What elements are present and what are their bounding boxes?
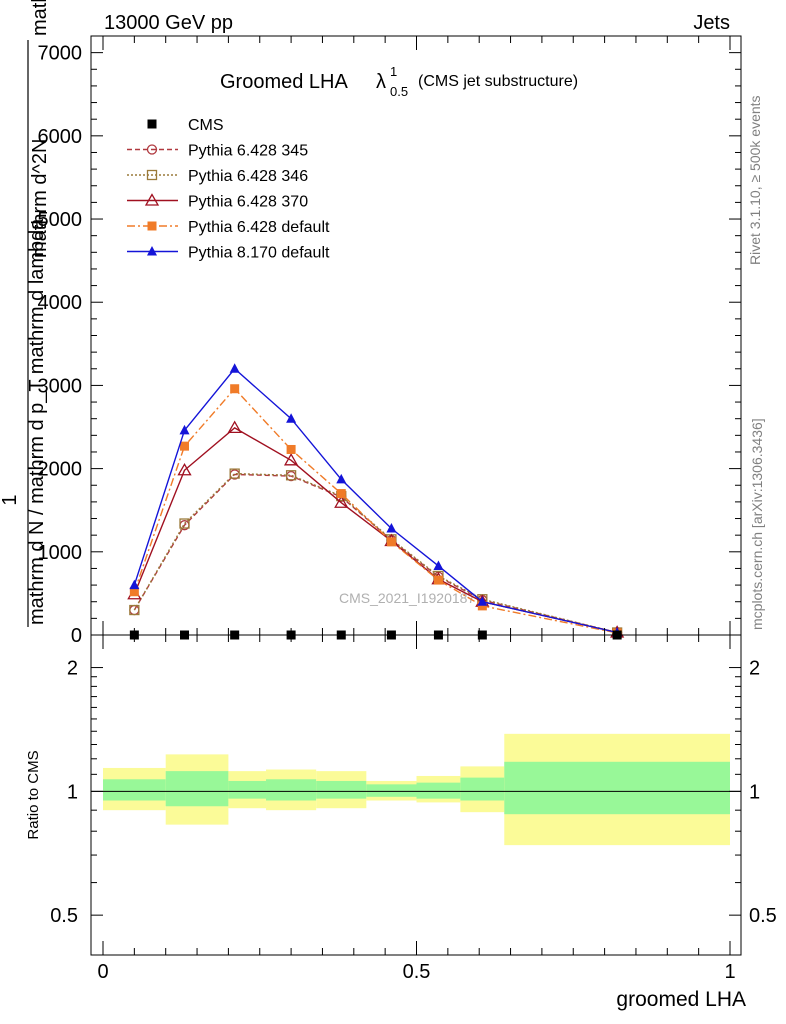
series-line-py345 <box>133 473 618 634</box>
ratio-band-inner <box>266 779 317 801</box>
point-py6def <box>230 384 240 394</box>
legend-entry-py345: Pythia 6.428 345 <box>127 143 308 160</box>
legend: CMS Pythia 6.428 345 Pythia 6.428 346 Pythi… <box>127 117 330 262</box>
legend-entry-data: CMS <box>147 117 224 134</box>
point-py346 <box>129 604 140 616</box>
point-py8def <box>477 596 488 606</box>
main-ytick-label: 3000 <box>38 375 83 397</box>
series-line-py346 <box>133 472 618 634</box>
legend-marker <box>147 221 157 231</box>
legend-label: Pythia 6.428 default <box>188 219 330 236</box>
xtick-label: 0 <box>97 961 108 983</box>
series-line-py370 <box>133 426 618 634</box>
ratio-band-inner <box>504 761 730 815</box>
point-py370 <box>334 495 349 508</box>
point-py8def <box>336 473 347 484</box>
main-ytick-label: 1000 <box>38 542 83 564</box>
point-py6def <box>386 537 396 547</box>
header-right: Jets <box>693 12 730 34</box>
main-ytick-label: 2000 <box>38 459 83 481</box>
point-py370 <box>177 462 192 476</box>
point-py346 <box>285 470 297 481</box>
rivet-label: Rivet 3.1.10, ≥ 500k events <box>747 95 763 265</box>
watermark: CMS_2021_I1920187 <box>339 590 475 606</box>
ratio-band-inner <box>460 777 505 801</box>
legend-entry-py346: Pythia 6.428 346 <box>127 168 308 185</box>
series-py345 <box>129 469 623 638</box>
point-py8def <box>129 579 140 590</box>
ticks <box>91 36 741 955</box>
series-layer <box>127 363 625 638</box>
legend-label: Pythia 6.428 346 <box>188 168 308 185</box>
legend-marker <box>147 246 157 256</box>
point-py6def <box>477 601 487 611</box>
ratio-band-inner <box>165 771 229 807</box>
point-py346 <box>179 518 190 529</box>
point-py8def <box>286 413 297 423</box>
legend-entry-py370: Pythia 6.428 370 <box>127 193 308 211</box>
header-left: 13000 GeV pp <box>104 12 233 34</box>
ratio-band-inner <box>416 782 461 799</box>
legend-marker <box>146 169 158 181</box>
plot-title: Groomed LHA λ 1 0.5 (CMS jet substructur… <box>220 64 578 99</box>
main-ytick-label: 7000 <box>38 43 83 65</box>
point-py370 <box>283 452 299 466</box>
point-py8def <box>386 523 397 533</box>
legend-label: Pythia 6.428 370 <box>188 194 308 211</box>
ratio-band-inner <box>316 780 367 799</box>
point-py6def <box>180 441 190 451</box>
ylabel-one: 1 <box>0 494 21 505</box>
ratio-ylabel: Ratio to CMS <box>25 750 42 839</box>
xtick-label: 1 <box>724 961 735 983</box>
main-ytick-label: 4000 <box>38 292 83 314</box>
ratio-ytick-label-left: 2 <box>67 658 78 680</box>
ratio-ytick-label-left: 0.5 <box>50 905 78 927</box>
ylabel-den2: mathrm d p_T mathrm d lambda <box>29 0 51 36</box>
mcplots-label: mcplots.cern.ch [arXiv:1306.3436] <box>749 418 765 630</box>
legend-label: CMS <box>188 117 224 134</box>
ratio-bands <box>103 733 730 846</box>
point-py370 <box>227 420 242 433</box>
main-ytick-label: 6000 <box>38 126 83 148</box>
series-py346 <box>129 468 623 638</box>
xlabel: groomed LHA <box>616 988 746 1011</box>
point-py6def <box>336 489 346 499</box>
legend-label: Pythia 6.428 345 <box>188 143 308 160</box>
point-py8def <box>229 363 240 373</box>
tick-labels: 0 1000 2000 3000 4000 5000 6000 7000 0.5 0.5 1 1 2 2 0… <box>38 43 777 983</box>
point-py8def <box>433 560 444 570</box>
legend-marker <box>146 144 158 155</box>
legend-marker <box>144 193 160 206</box>
ylabel-num: mathrm d N / mathrm d p_T mathrm d lambd… <box>26 218 48 625</box>
ratio-ytick-label-right: 1 <box>749 781 760 803</box>
xtick-label: 0.5 <box>403 961 431 983</box>
title-suffix: (CMS jet substructure) <box>418 73 578 90</box>
legend-entry-py6def: Pythia 6.428 default <box>127 219 330 236</box>
title-sup: 1 <box>390 64 397 79</box>
ratio-ytick-label-right: 2 <box>749 658 760 680</box>
legend-marker <box>147 119 157 129</box>
ratio-ytick-label-right: 0.5 <box>749 905 777 927</box>
legend-entry-py8def: Pythia 8.170 default <box>127 245 330 262</box>
legend-label: Pythia 8.170 default <box>188 245 330 262</box>
ylabel-den: mathrm d^2N <box>29 139 51 258</box>
main-ytick-label: 5000 <box>38 209 83 231</box>
ratio-band-inner <box>366 784 417 797</box>
title-lambda: λ <box>376 71 386 93</box>
title-main: Groomed LHA <box>220 71 348 93</box>
point-py6def <box>433 575 443 585</box>
ratio-ytick-label-left: 1 <box>67 781 78 803</box>
point-py8def <box>179 424 190 435</box>
point-py346 <box>229 468 240 479</box>
ratio-band-inner <box>228 780 267 799</box>
ratio-band-inner <box>103 779 166 801</box>
main-ytick-label: 0 <box>71 625 82 647</box>
main-ylabel: 1 mathrm d N / mathrm d p_T mathrm d lam… <box>0 0 51 627</box>
point-py6def <box>129 587 139 597</box>
title-sub: 0.5 <box>390 84 408 99</box>
point-py6def <box>286 444 296 454</box>
